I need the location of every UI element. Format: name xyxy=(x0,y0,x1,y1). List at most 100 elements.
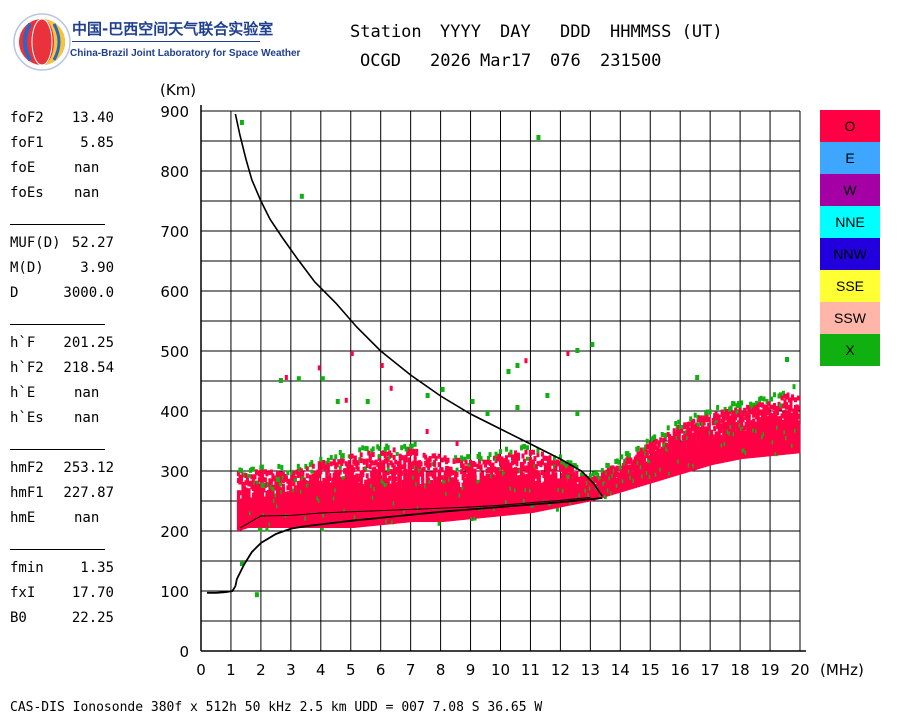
o-trace-echo xyxy=(311,463,315,469)
o-trace-echo xyxy=(400,470,404,476)
x-trace-echo xyxy=(239,468,243,474)
x-trace-echo xyxy=(522,443,526,449)
param-value-8: 218.54 xyxy=(63,360,114,376)
o-trace-echo xyxy=(528,450,532,456)
o-trace-echo xyxy=(265,471,269,477)
o-trace-echo xyxy=(286,491,290,497)
o-trace-echo xyxy=(624,462,628,468)
param-value-13: nan xyxy=(74,510,100,526)
o-trace-echo xyxy=(537,472,541,478)
o-trace-point xyxy=(389,385,393,391)
x-trace-point xyxy=(590,342,595,347)
header-year: 2026 xyxy=(430,51,471,71)
x-trace-echo xyxy=(674,421,678,427)
o-trace-echo xyxy=(317,473,321,479)
o-trace-echo xyxy=(519,469,523,475)
o-trace-echo xyxy=(442,481,446,487)
param-label-0: foF2 xyxy=(10,110,44,126)
x-trace-echo xyxy=(645,438,649,444)
x-tick-label: 19 xyxy=(761,661,780,679)
x-trace-echo xyxy=(310,469,314,474)
x-trace-echo xyxy=(708,409,712,415)
o-trace-echo xyxy=(374,468,378,474)
o-trace-echo xyxy=(464,465,468,471)
o-trace-echo xyxy=(317,464,321,470)
y-tick-label: 900 xyxy=(160,103,189,121)
o-trace-echo xyxy=(328,473,332,479)
x-trace-echo xyxy=(536,448,540,454)
o-trace-echo xyxy=(795,408,799,414)
x-trace-point xyxy=(365,399,370,404)
o-trace-echo xyxy=(371,452,375,458)
x-trace-echo xyxy=(716,404,720,410)
x-tick-label: 4 xyxy=(316,661,326,679)
y-tick-label: 100 xyxy=(160,583,189,601)
o-trace-point xyxy=(425,429,429,434)
param-value-10: nan xyxy=(74,410,100,426)
o-trace-echo xyxy=(635,454,639,460)
x-trace-point xyxy=(575,348,580,353)
o-trace-echo xyxy=(356,460,360,466)
param-value-6: 3000.0 xyxy=(63,285,114,301)
x-trace-point xyxy=(506,369,511,374)
x-trace-echo xyxy=(467,462,471,467)
param-value-7: 201.25 xyxy=(63,335,114,351)
x-trace-echo xyxy=(247,473,251,478)
o-trace-echo xyxy=(386,462,390,468)
y-tick-label: 700 xyxy=(160,223,189,241)
o-trace-echo xyxy=(463,472,467,478)
o-trace-echo xyxy=(476,463,480,469)
o-trace-echo xyxy=(367,450,371,456)
o-trace-echo xyxy=(341,458,345,464)
param-label-6: D xyxy=(10,285,19,301)
o-trace-echo xyxy=(659,450,663,456)
x-trace-echo xyxy=(260,464,264,470)
o-trace-echo xyxy=(696,424,700,430)
o-trace-echo xyxy=(392,447,396,453)
x-trace-echo xyxy=(460,455,464,461)
o-trace-echo xyxy=(368,453,372,459)
x-trace-echo xyxy=(729,405,733,411)
x-trace-point xyxy=(545,393,550,398)
x-trace-point xyxy=(695,375,700,380)
x-trace-echo xyxy=(286,470,290,476)
o-trace-echo xyxy=(434,455,438,461)
o-trace-echo xyxy=(413,457,417,463)
o-trace-echo xyxy=(391,462,395,468)
x-trace-echo xyxy=(410,443,414,449)
x-tick-label: 14 xyxy=(611,661,630,679)
o-trace-echo xyxy=(440,457,444,463)
x-trace-echo xyxy=(792,384,796,390)
param-label-1: foF1 xyxy=(10,135,44,151)
x-trace-echo xyxy=(762,396,766,402)
y-tick-label: 400 xyxy=(160,403,189,421)
o-trace-echo xyxy=(383,449,387,455)
o-trace-echo xyxy=(422,466,426,472)
o-trace-echo xyxy=(496,467,500,473)
x-trace-echo xyxy=(437,521,441,526)
o-trace-echo xyxy=(704,417,708,423)
param-label-12: hmF1 xyxy=(10,485,44,501)
profile-curve xyxy=(234,113,603,497)
o-trace-point xyxy=(344,397,348,403)
x-trace-echo xyxy=(395,451,399,456)
o-trace-echo xyxy=(570,467,574,473)
o-trace-echo xyxy=(236,471,240,477)
param-value-15: 17.70 xyxy=(71,585,114,601)
o-trace-point xyxy=(524,358,528,364)
o-trace-echo xyxy=(575,470,579,476)
x-trace-echo xyxy=(371,446,375,452)
o-trace-point xyxy=(455,441,459,446)
o-trace-echo xyxy=(469,459,473,465)
x-trace-echo xyxy=(740,400,744,406)
param-label-13: hmE xyxy=(10,510,36,526)
o-trace-echo xyxy=(424,454,428,460)
x-trace-point xyxy=(575,411,580,416)
o-trace-echo xyxy=(743,425,747,431)
o-trace-echo xyxy=(629,457,633,463)
x-trace-echo xyxy=(749,401,753,407)
o-trace-echo xyxy=(263,477,267,483)
o-trace-echo xyxy=(758,402,762,408)
o-trace-echo xyxy=(460,459,464,465)
x-trace-echo xyxy=(653,434,657,440)
